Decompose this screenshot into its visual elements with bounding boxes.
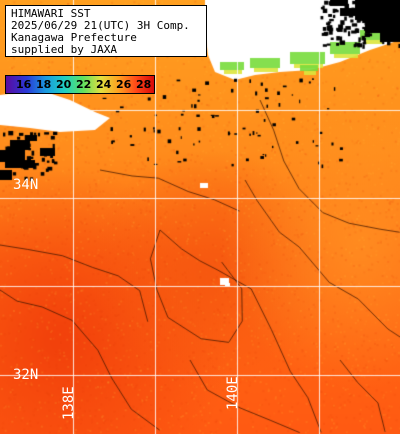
longitude-label-140e: 140E bbox=[225, 376, 241, 410]
latitude-label-32n: 32N bbox=[13, 367, 39, 383]
temperature-color-legend: 16 18 20 22 24 26 28 bbox=[5, 75, 155, 94]
title-line-2: 2025/06/29 21(UTC) 3H Comp. bbox=[11, 19, 190, 32]
legend-label-16: 16 bbox=[16, 78, 32, 91]
title-line-1: HIMAWARI SST bbox=[11, 7, 91, 20]
legend-label-28: 28 bbox=[136, 78, 152, 91]
title-line-4: supplied by JAXA bbox=[11, 43, 117, 56]
legend-label-18: 18 bbox=[36, 78, 52, 91]
legend-label-26: 26 bbox=[116, 78, 132, 91]
legend-label-22: 22 bbox=[76, 78, 92, 91]
legend-label-20: 20 bbox=[56, 78, 72, 91]
legend-label-24: 24 bbox=[96, 78, 112, 91]
longitude-label-138e: 138E bbox=[61, 386, 77, 420]
latitude-label-34n: 34N bbox=[13, 177, 39, 193]
title-box: HIMAWARI SST 2025/06/29 21(UTC) 3H Comp.… bbox=[5, 5, 207, 57]
title-line-3: Kanagawa Prefecture bbox=[11, 31, 137, 44]
